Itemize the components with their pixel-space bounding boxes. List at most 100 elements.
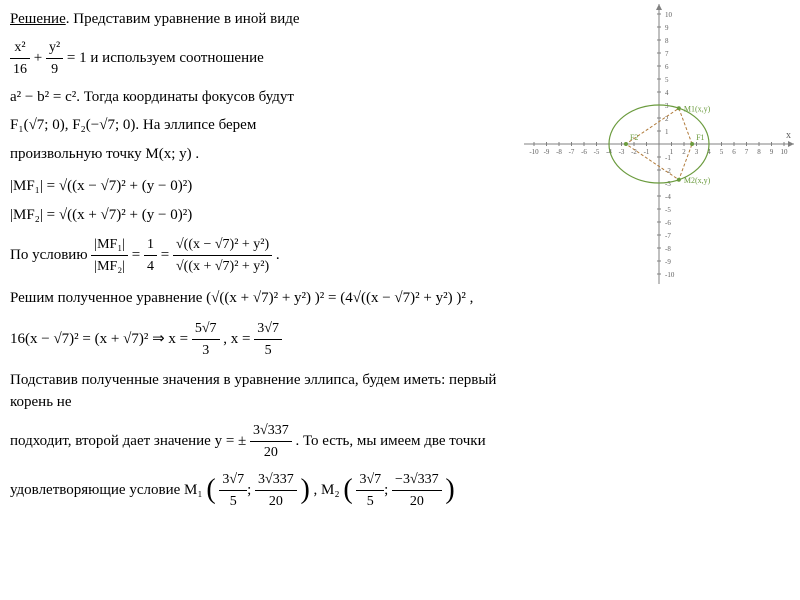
frac-y: 3√337 20 (250, 420, 292, 463)
frac-rhs: √((x − √7)² + y²) √((x + √7)² + y²) (173, 234, 272, 277)
point-text: произвольную точку M(x; y) . (10, 146, 199, 162)
svg-text:-6: -6 (581, 148, 587, 156)
mf2-line: |MF₂| = √((x + √7)² + (y − 0)²) (10, 204, 530, 227)
result1: Подставив полученные значения в уравнени… (10, 372, 496, 411)
mf1-line: |MF₁| = √((x − √7)² + (y − 0)²) (10, 175, 530, 198)
svg-text:6: 6 (665, 63, 669, 71)
svg-text:7: 7 (665, 50, 669, 58)
svg-text:-1: -1 (644, 148, 650, 156)
num: y² (46, 37, 63, 59)
svg-text:2: 2 (682, 148, 686, 156)
svg-text:9: 9 (665, 24, 669, 32)
svg-text:-3: -3 (619, 148, 625, 156)
ellipse-graph: -10-9-8-7-6-5-4-3-2-112345678910-10-9-8-… (524, 4, 794, 284)
svg-text:-10: -10 (529, 148, 539, 156)
simplify-line: 16(x − √7)² = (x + √7)² ⇒ x = 5√7 3 , x … (10, 318, 530, 361)
num: √((x − √7)² + y²) (173, 234, 272, 256)
cond-lead: По условию (10, 247, 91, 263)
frac-y2-9: y² 9 (46, 37, 63, 80)
svg-text:4: 4 (665, 89, 669, 97)
svg-text:M1(x,y): M1(x,y) (684, 104, 711, 113)
simplify-mid: , x = (223, 330, 254, 346)
den: |MF₂| (91, 256, 128, 277)
solution-text-block: Решение. Представим уравнение в иной вид… (10, 8, 530, 512)
frac-m2b: −3√337 20 (392, 469, 442, 512)
solved: (√((x + √7)² + y²) )² = (4√((x − √7)² + … (206, 290, 473, 306)
den: 20 (392, 491, 442, 512)
result3b: , M₂ (314, 481, 340, 497)
result-line-3: удовлетворяющие условие M₁ ( 3√7 5 ; 3√3… (10, 469, 530, 512)
svg-text:10: 10 (665, 11, 673, 19)
svg-text:6: 6 (732, 148, 736, 156)
svg-text:5: 5 (665, 76, 669, 84)
svg-text:7: 7 (745, 148, 749, 156)
svg-text:-8: -8 (665, 245, 671, 253)
frac-quarter: 1 4 (144, 234, 157, 277)
simplify-lead: 16(x − √7)² = (x + √7)² ⇒ x = (10, 330, 192, 346)
svg-text:F2: F2 (630, 133, 638, 142)
equation-standard-form: x² 16 + y² 9 = 1 и используем соотношени… (10, 37, 530, 80)
svg-text:-9: -9 (544, 148, 550, 156)
frac-x1: 5√7 3 (192, 318, 220, 361)
svg-text:1: 1 (665, 128, 669, 136)
solve-line: Решим полученное уравнение (√((x + √7)² … (10, 287, 530, 310)
frac-m1b: 3√337 20 (255, 469, 297, 512)
svg-text:3: 3 (695, 148, 699, 156)
svg-text:x: x (786, 130, 791, 141)
svg-text:-4: -4 (665, 193, 671, 201)
num: 1 (144, 234, 157, 256)
result-line-1: Подставив полученные значения в уравнени… (10, 369, 530, 414)
num: 5√7 (192, 318, 220, 340)
svg-text:-7: -7 (569, 148, 575, 156)
svg-text:-3: -3 (665, 180, 671, 188)
point-line: произвольную точку M(x; y) . (10, 143, 530, 166)
num: 3√337 (255, 469, 297, 491)
title: Решение (10, 11, 66, 27)
den: √((x + √7)² + y²) (173, 256, 272, 277)
den: 9 (46, 59, 63, 80)
result2b: . То есть, мы имеем две точки (295, 432, 485, 448)
result2a: подходит, второй дает значение y = ± (10, 432, 250, 448)
svg-text:-8: -8 (556, 148, 562, 156)
den: 20 (250, 442, 292, 463)
ratio-line: По условию |MF₁| |MF₂| = 1 4 = √((x − √7… (10, 234, 530, 277)
result-line-2: подходит, второй дает значение y = ± 3√3… (10, 420, 530, 463)
intro-tail: . Представим уравнение в иной виде (66, 11, 300, 27)
coords-text: . Тогда координаты фокусов будут (76, 89, 294, 105)
num: 3√337 (250, 420, 292, 442)
frac-x2: 3√7 5 (254, 318, 282, 361)
svg-text:-9: -9 (665, 258, 671, 266)
svg-text:-5: -5 (665, 206, 671, 214)
den: 20 (255, 491, 297, 512)
foci-line: F₁(√7; 0), F₂(−√7; 0). На эллипсе берем (10, 114, 530, 137)
svg-text:8: 8 (757, 148, 761, 156)
eq-rhs: = 1 (67, 49, 87, 65)
frac-ratio: |MF₁| |MF₂| (91, 234, 128, 277)
svg-text:-5: -5 (594, 148, 600, 156)
num: 3√7 (254, 318, 282, 340)
mf1: |MF₁| = √((x − √7)² + (y − 0)²) (10, 178, 192, 194)
foci-text: F₁(√7; 0), F₂(−√7; 0). На эллипсе берем (10, 117, 256, 133)
svg-text:-6: -6 (665, 219, 671, 227)
den: 16 (10, 59, 30, 80)
svg-text:-7: -7 (665, 232, 671, 240)
frac-m2a: 3√7 5 (356, 469, 384, 512)
intro-line: Решение. Представим уравнение в иной вид… (10, 8, 530, 31)
den: 3 (192, 340, 220, 361)
den: 5 (356, 491, 384, 512)
num: 3√7 (219, 469, 247, 491)
num: x² (10, 37, 30, 59)
den: 4 (144, 256, 157, 277)
result3a: удовлетворяющие условие M₁ (10, 481, 203, 497)
solve-lead: Решим полученное уравнение (10, 290, 206, 306)
num: 3√7 (356, 469, 384, 491)
frac-x2-16: x² 16 (10, 37, 30, 80)
svg-text:10: 10 (781, 148, 789, 156)
svg-text:-1: -1 (665, 154, 671, 162)
svg-text:-10: -10 (665, 271, 675, 279)
pythagorean-line: a² − b² = c². Тогда координаты фокусов б… (10, 86, 530, 109)
den: 5 (254, 340, 282, 361)
mf2: |MF₂| = √((x + √7)² + (y − 0)²) (10, 207, 192, 223)
num: −3√337 (392, 469, 442, 491)
num: |MF₁| (91, 234, 128, 256)
